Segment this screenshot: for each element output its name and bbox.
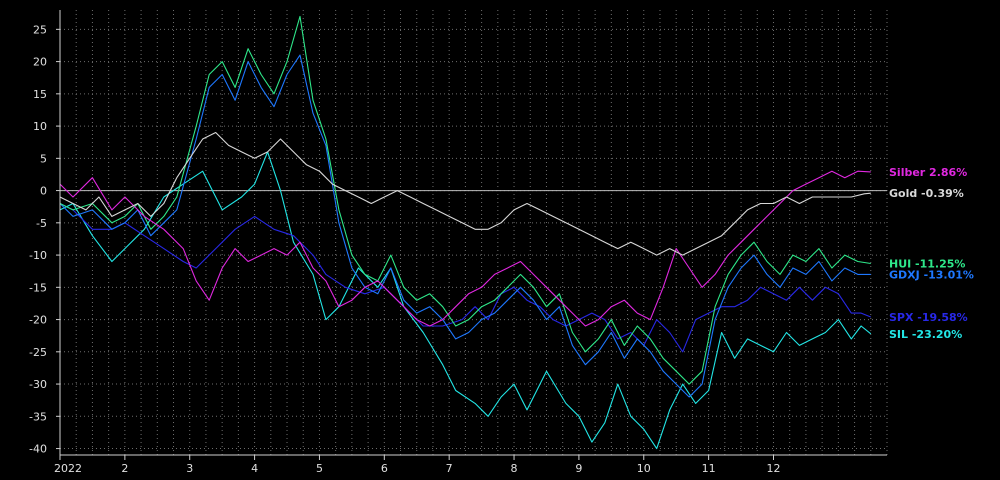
x-tick-label: 2 <box>121 462 128 475</box>
y-tick-label: 5 <box>40 152 47 165</box>
x-tick-label: 12 <box>766 462 780 475</box>
x-tick-label: 7 <box>446 462 453 475</box>
y-tick-label: -20 <box>29 314 47 327</box>
series-line-gold <box>59 131 871 256</box>
legend: SIL -23.20% SPX -19.58% GDXJ -13.01%HUI -1… <box>889 166 974 341</box>
legend-label-silber: Silber 2.86% <box>889 166 967 179</box>
x-tick-label: 3 <box>186 462 193 475</box>
x-tick-label: 10 <box>637 462 651 475</box>
y-tick-label: 0 <box>40 185 47 198</box>
x-tick-labels: 2022 2 3 4 5 6 7 8 9 10 11 12 <box>54 462 780 475</box>
y-tick-label: -25 <box>29 346 47 359</box>
y-tick-label: 10 <box>33 120 47 133</box>
x-tick-label: 2022 <box>54 462 82 475</box>
legend-label-gdxj: GDXJ -13.01% <box>889 268 974 281</box>
y-tick-label: -10 <box>29 249 47 262</box>
x-tick-label: 11 <box>702 462 716 475</box>
y-tick-label: 25 <box>33 23 47 36</box>
y-tick-label: -35 <box>29 410 47 423</box>
legend-label-spx: SPX -19.58% <box>889 311 968 324</box>
y-tick-label: -5 <box>36 217 47 230</box>
legend-label-gold: Gold -0.39% <box>889 187 964 200</box>
x-tick-label: 5 <box>316 462 323 475</box>
y-tick-label: 15 <box>33 88 47 101</box>
series-line-gdxj <box>59 54 871 398</box>
grid <box>59 10 888 455</box>
series-line-sil <box>59 151 872 450</box>
series-line-hui <box>59 15 871 385</box>
x-tick-label: 4 <box>251 462 258 475</box>
legend-label-hui: HUI -11.25% <box>889 257 965 270</box>
x-tick-label: 9 <box>575 462 582 475</box>
y-tick-label: -15 <box>29 281 47 294</box>
series-lines <box>59 15 872 450</box>
y-tick-labels: 25 20 15 10 5 0 -5 -10 -15 -20 -25 -30 -35 -40 <box>29 23 47 455</box>
axes <box>56 10 887 460</box>
x-tick-label: 8 <box>511 462 518 475</box>
x-tick-label: 6 <box>381 462 388 475</box>
y-tick-label: -40 <box>29 443 47 456</box>
y-tick-label: 20 <box>33 56 47 69</box>
series-line-spx <box>59 203 872 353</box>
legend-label-sil: SIL -23.20% <box>889 328 962 341</box>
y-tick-label: -30 <box>29 378 47 391</box>
series-line-silber <box>59 170 871 327</box>
